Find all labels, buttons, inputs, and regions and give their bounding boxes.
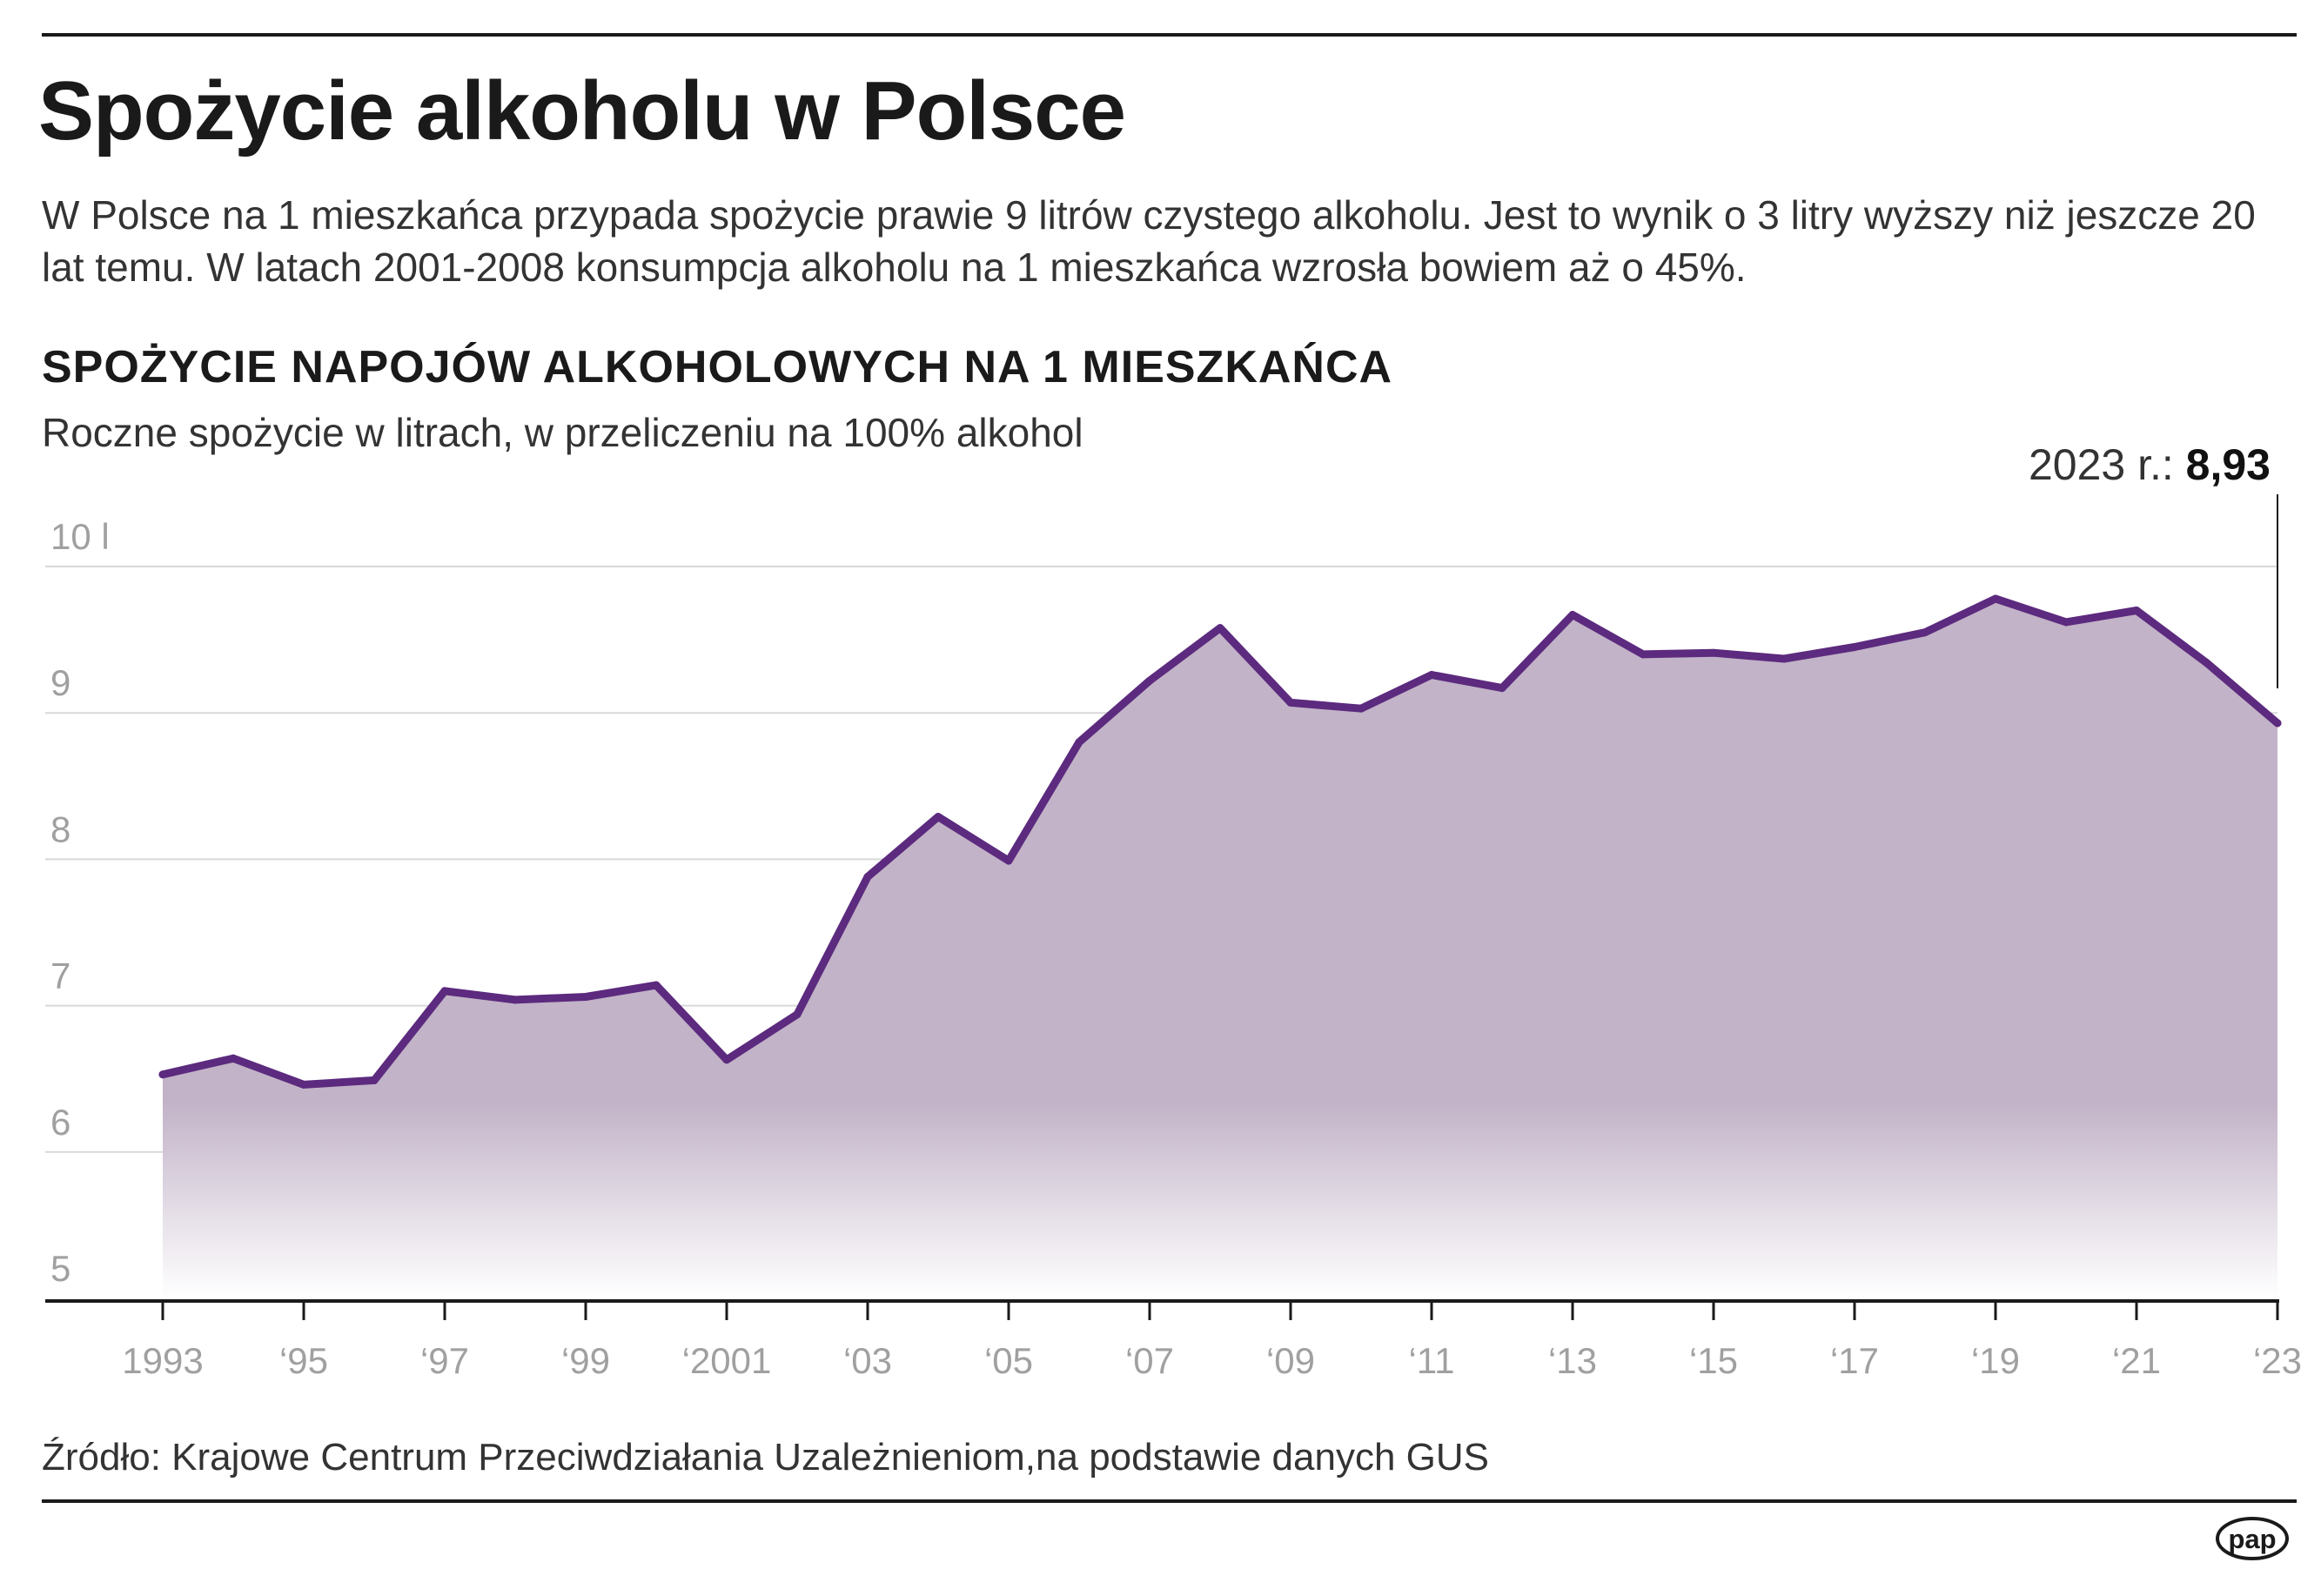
x-tick-label: ‘15 [1689, 1340, 1738, 1381]
x-tick-label: ‘03 [843, 1340, 892, 1381]
data-point [581, 993, 590, 1002]
data-point [934, 813, 942, 821]
data-point [229, 1054, 238, 1063]
callout-value: 8,93 [2185, 440, 2271, 489]
y-tick-label: 8 [50, 808, 70, 849]
x-tick-label: ‘09 [1266, 1340, 1315, 1381]
data-point [1004, 856, 1013, 865]
chart-title: SPOŻYCIE NAPOJÓW ALKOHOLOWYCH NA 1 MIESZ… [42, 342, 1393, 392]
x-tick-label: ‘13 [1548, 1340, 1597, 1381]
data-point [1357, 704, 1365, 713]
data-point [1427, 670, 1436, 679]
data-point [722, 1056, 731, 1064]
data-point [1639, 650, 1647, 659]
source-note: Źródło: Krajowe Centrum Przeciwdziałania… [42, 1436, 1489, 1479]
callout-label: 2023 r.: [2028, 440, 2186, 489]
data-point [2132, 606, 2141, 614]
data-points [158, 594, 2282, 1089]
data-point [1568, 611, 1577, 620]
x-tick-label: ‘97 [420, 1340, 469, 1381]
x-tick-label: ‘2001 [682, 1340, 772, 1381]
x-tick-label: ‘95 [279, 1340, 328, 1381]
lead-paragraph: W Polsce na 1 mieszkańca przypada spożyc… [42, 192, 2256, 290]
data-point [652, 981, 661, 989]
x-tick-label: ‘23 [2253, 1340, 2302, 1381]
x-tick-label: ‘19 [1971, 1340, 2020, 1381]
data-point [511, 996, 520, 1004]
x-tick-label: ‘11 [1409, 1340, 1455, 1381]
y-tick-label: 10 l [50, 516, 110, 557]
line-chart: 5 6 7 8 9 10 l 1993 ‘95 ‘97 ‘99 ‘2001 ‘03 ‘05 ‘07 ‘09… [45, 494, 2302, 1381]
data-point [863, 873, 872, 882]
data-point [793, 1010, 802, 1019]
data-point [1709, 648, 1718, 657]
data-point [1498, 684, 1506, 693]
chart-subtitle: Roczne spożycie w litrach, w przeliczeni… [42, 410, 1083, 455]
x-tick-label: ‘21 [2112, 1340, 2161, 1381]
data-point [2273, 719, 2282, 728]
data-point [1991, 594, 2000, 603]
data-point [158, 1070, 167, 1079]
y-tick-label: 9 [50, 662, 70, 703]
page-title: Spożycie alkoholu w Polsce [38, 64, 1126, 158]
data-point [2203, 659, 2211, 667]
data-point [2062, 618, 2070, 627]
data-point [440, 987, 449, 996]
data-point [1145, 676, 1154, 685]
y-axis-labels: 5 6 7 8 9 10 l [50, 516, 110, 1289]
data-point [1780, 654, 1788, 663]
data-point [1286, 698, 1295, 707]
x-tick-label: 1993 [122, 1340, 203, 1381]
x-tick-label: ‘07 [1125, 1340, 1174, 1381]
y-tick-label: 7 [50, 956, 70, 996]
data-point [1075, 738, 1083, 747]
area-fill [163, 599, 2277, 1298]
data-point [1850, 643, 1859, 652]
x-tick-label: ‘17 [1830, 1340, 1879, 1381]
data-point [1921, 628, 1929, 637]
data-point [1216, 624, 1224, 633]
y-tick-label: 5 [50, 1248, 70, 1289]
pap-logo: pap [2216, 1517, 2289, 1560]
data-point [299, 1080, 308, 1089]
bottom-rule [42, 1499, 2297, 1503]
x-tick-label: ‘05 [984, 1340, 1033, 1381]
latest-value-callout: 2023 r.: 8,93 [2029, 439, 2271, 490]
data-point [370, 1076, 379, 1084]
top-rule [42, 33, 2297, 37]
x-tick-label: ‘99 [561, 1340, 610, 1381]
y-tick-label: 6 [50, 1102, 70, 1143]
x-axis-ticks: 1993 ‘95 ‘97 ‘99 ‘2001 ‘03 ‘05 ‘07 ‘09 ‘11 ‘13 ‘15 ‘… [122, 1301, 2302, 1381]
svg-text:pap: pap [2228, 1524, 2276, 1554]
